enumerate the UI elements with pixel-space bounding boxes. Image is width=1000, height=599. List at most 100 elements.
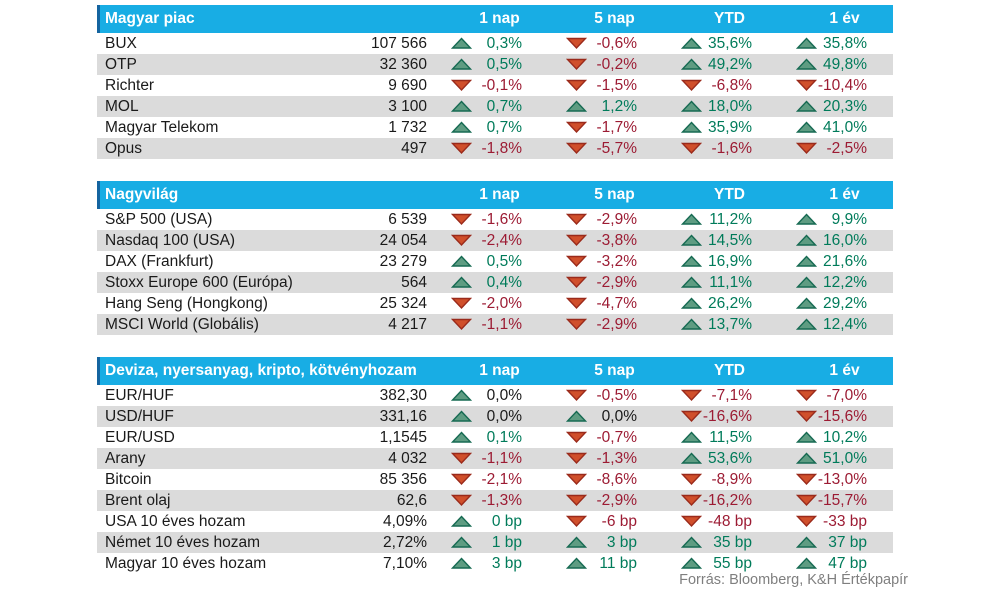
change-value: -6,8% [711,76,753,94]
up-arrow-icon [681,536,702,549]
change-cell: 0,1% [433,427,548,448]
column-header-1-nap: 1 nap [479,186,520,203]
change-cell: 0,4% [433,272,548,293]
instrument-name: Brent olaj [105,491,171,509]
column-header-1-v: 1 év [829,362,860,379]
up-arrow-icon [451,515,472,528]
change-cell: -1,1% [433,314,548,335]
table-row: Arany 4 032 -1,1% -1,3% 53,6% 51,0% [97,448,893,469]
change-value: -7,0% [826,386,868,404]
change-cell: -2,4% [433,230,548,251]
down-arrow-icon [796,389,817,402]
change-value: 1,2% [601,97,637,115]
change-cell: 11 bp [548,553,663,574]
change-cell: -1,8% [433,138,548,159]
down-arrow-icon [566,473,587,486]
table-row: Hang Seng (Hongkong) 25 324 -2,0% -4,7% 26… [97,293,893,314]
up-arrow-icon [451,276,472,289]
change-cell: -2,9% [548,490,663,511]
change-cell: -3,2% [548,251,663,272]
up-arrow-icon [566,410,587,423]
down-arrow-icon [681,473,702,486]
instrument-value: 4,09% [383,512,427,530]
change-cell: -1,6% [433,209,548,230]
up-arrow-icon [681,318,702,331]
change-value: 3 bp [606,533,637,551]
change-cell: 18,0% [663,96,778,117]
down-arrow-icon [451,452,472,465]
change-cell: 0,0% [433,385,548,406]
change-cell: 16,9% [663,251,778,272]
instrument-value: 382,30 [379,386,427,404]
change-cell: 53,6% [663,448,778,469]
instrument-value: 331,16 [379,407,427,425]
down-arrow-icon [566,389,587,402]
change-value: 11,2% [709,210,752,228]
change-cell: -6,8% [663,75,778,96]
change-value: -5,7% [596,139,638,157]
change-value: -1,7% [596,118,638,136]
change-value: 0,1% [486,428,522,446]
column-header-1-v: 1 év [829,10,860,27]
up-arrow-icon [681,234,702,247]
change-value: 35,9% [708,118,752,136]
instrument-value: 62,6 [396,491,427,509]
up-arrow-icon [451,121,472,134]
change-value: -15,7% [817,491,867,509]
change-value: -3,8% [596,231,638,249]
up-arrow-icon [451,557,472,570]
instrument-name: MSCI World (Globális) [105,315,259,333]
table-rows: EUR/HUF 382,30 0,0% -0,5% -7,1% -7,0% USD/H… [97,385,893,574]
change-cell: 14,5% [663,230,778,251]
instrument-name: USD/HUF [105,407,174,425]
instrument-name: BUX [105,34,137,52]
down-arrow-icon [451,234,472,247]
table-row: USD/HUF 331,16 0,0% 0,0% -16,6% -15,6% [97,406,893,427]
down-arrow-icon [681,494,702,507]
instrument-value: 564 [401,273,427,291]
down-arrow-icon [566,318,587,331]
table-header: Deviza, nyersanyag, kripto, kötvényhozam… [97,357,893,385]
instrument-name: S&P 500 (USA) [105,210,213,228]
market-table-nagyvil-g: Nagyvilág 1 nap 5 nap YTD 1 év S&P 500 (USA… [97,181,893,335]
down-arrow-icon [566,79,587,92]
change-cell: 35,6% [663,33,778,54]
change-cell: 29,2% [778,293,893,314]
change-value: 41,0% [823,118,867,136]
instrument-value: 4 032 [388,449,427,467]
table-rows: S&P 500 (USA) 6 539 -1,6% -2,9% 11,2% 9,9% … [97,209,893,335]
change-value: -1,8% [481,139,523,157]
down-arrow-icon [796,142,817,155]
change-value: 0,7% [486,97,522,115]
table-title: Deviza, nyersanyag, kripto, kötvényhozam [105,362,417,379]
up-arrow-icon [681,121,702,134]
down-arrow-icon [681,410,702,423]
change-value: 0,7% [486,118,522,136]
change-value: -1,3% [481,491,523,509]
change-value: 0,4% [486,273,522,291]
up-arrow-icon [681,431,702,444]
change-value: 0,0% [486,386,522,404]
table-row: Nasdaq 100 (USA) 24 054 -2,4% -3,8% 14,5% 1… [97,230,893,251]
down-arrow-icon [451,213,472,226]
column-header-ytd: YTD [714,10,745,27]
change-cell: -10,4% [778,75,893,96]
change-value: 49,8% [823,55,867,73]
up-arrow-icon [796,536,817,549]
change-value: 11 bp [599,554,637,572]
instrument-value: 107 566 [370,34,427,52]
down-arrow-icon [566,37,587,50]
change-cell: 0,0% [548,406,663,427]
change-cell: 12,2% [778,272,893,293]
column-header-5-nap: 5 nap [594,362,635,379]
change-cell: -3,8% [548,230,663,251]
change-value: -2,5% [826,139,868,157]
table-row: Magyar Telekom 1 732 0,7% -1,7% 35,9% 41,0% [97,117,893,138]
change-value: -3,2% [596,252,638,270]
change-cell: 35,8% [778,33,893,54]
up-arrow-icon [796,557,817,570]
change-cell: -2,1% [433,469,548,490]
down-arrow-icon [566,452,587,465]
change-value: 37 bp [828,533,867,551]
